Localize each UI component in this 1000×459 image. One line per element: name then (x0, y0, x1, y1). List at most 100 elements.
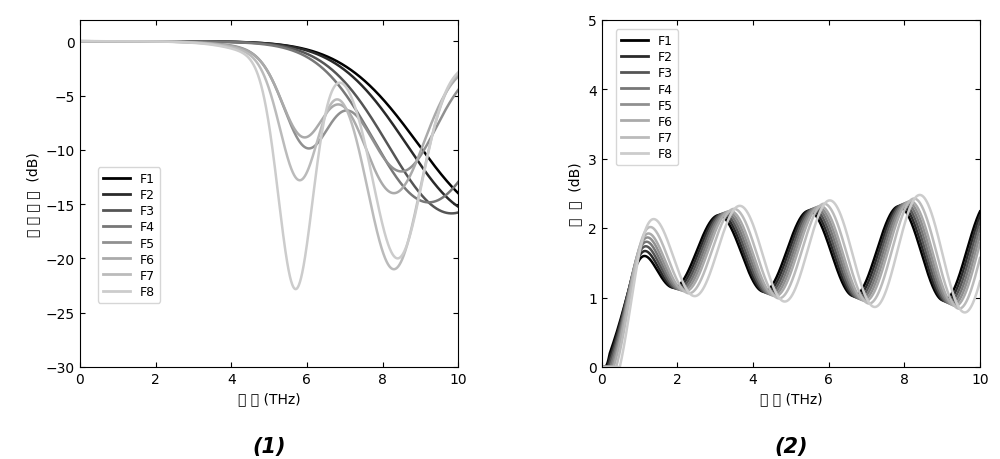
F5 (963, 273, 975, 278)
Y-axis label: 增  益  (dB): 增 益 (dB) (569, 162, 583, 225)
Line: F2: F2 (602, 206, 980, 367)
Line: F3: F3 (80, 42, 458, 214)
F6 (441, 89, 453, 94)
F6 (441, 88, 453, 94)
F8 (290, 287, 302, 292)
F3 (452, 210, 464, 216)
F5 (902, 200, 914, 206)
F4 (770, 290, 782, 295)
F1 (441, 179, 453, 185)
F3 (441, 211, 453, 216)
F6 (963, 280, 975, 285)
F7 (615, 343, 627, 348)
F2 (780, 258, 792, 263)
F3 (248, 41, 260, 46)
F8 (441, 86, 453, 92)
Y-axis label: 回 波 损 耗  (dB): 回 波 损 耗 (dB) (26, 151, 40, 236)
F4 (615, 324, 627, 330)
F3 (770, 286, 782, 291)
Line: F6: F6 (602, 202, 980, 367)
Line: F5: F5 (602, 203, 980, 367)
F8 (93, 39, 105, 45)
F6 (894, 213, 906, 218)
F8 (441, 87, 453, 92)
F5 (974, 233, 986, 238)
F6 (596, 364, 608, 370)
F7 (372, 232, 384, 238)
F8 (963, 307, 975, 313)
F2 (770, 282, 782, 287)
F7 (93, 39, 105, 45)
Line: F5: F5 (80, 42, 458, 172)
F3 (74, 39, 86, 45)
F7 (894, 221, 906, 227)
F1 (780, 252, 792, 257)
F7 (963, 293, 975, 298)
F1 (963, 240, 975, 246)
F8 (372, 202, 384, 208)
F1 (974, 209, 986, 215)
F3 (963, 257, 975, 262)
F8 (770, 290, 782, 295)
F5 (452, 88, 464, 94)
Text: (2): (2) (774, 437, 808, 457)
Line: F7: F7 (80, 42, 458, 269)
F5 (780, 277, 792, 282)
F6 (74, 39, 86, 45)
F8 (74, 39, 86, 45)
F5 (894, 208, 906, 214)
F4 (74, 39, 86, 45)
F6 (258, 63, 270, 69)
F2 (258, 41, 270, 47)
F3 (441, 211, 453, 216)
F6 (770, 294, 782, 299)
F4 (441, 192, 453, 197)
F4 (93, 39, 105, 45)
F3 (963, 256, 975, 261)
F1 (770, 277, 782, 282)
F7 (780, 291, 792, 297)
F3 (596, 364, 608, 370)
F4 (963, 265, 975, 270)
F5 (770, 292, 782, 297)
F7 (441, 88, 453, 93)
F2 (93, 39, 105, 45)
F8 (963, 308, 975, 313)
F7 (74, 39, 86, 45)
F8 (894, 240, 906, 246)
Legend: F1, F2, F3, F4, F5, F6, F7, F8: F1, F2, F3, F4, F5, F6, F7, F8 (98, 168, 160, 303)
F5 (615, 329, 627, 334)
F7 (974, 256, 986, 261)
F7 (596, 364, 608, 370)
F4 (441, 192, 453, 197)
F7 (388, 267, 400, 272)
F2 (974, 213, 986, 219)
F8 (914, 193, 926, 198)
F4 (258, 42, 270, 48)
F5 (74, 39, 86, 45)
F4 (780, 271, 792, 276)
F3 (446, 211, 458, 217)
F1 (452, 191, 464, 196)
F3 (780, 264, 792, 270)
F6 (452, 75, 464, 80)
F8 (248, 63, 260, 69)
Line: F7: F7 (602, 199, 980, 367)
F7 (441, 88, 453, 94)
F2 (894, 203, 906, 209)
F4 (423, 200, 435, 206)
F3 (93, 39, 105, 45)
F2 (615, 317, 627, 323)
F2 (963, 248, 975, 253)
F1 (372, 92, 384, 97)
F4 (372, 145, 384, 151)
F5 (258, 63, 270, 69)
F1 (258, 41, 270, 47)
F5 (596, 364, 608, 370)
F4 (452, 180, 464, 185)
Line: F2: F2 (80, 42, 458, 207)
Legend: F1, F2, F3, F4, F5, F6, F7, F8: F1, F2, F3, F4, F5, F6, F7, F8 (616, 30, 678, 166)
F6 (93, 39, 105, 45)
F8 (974, 279, 986, 285)
Line: F4: F4 (80, 42, 458, 203)
